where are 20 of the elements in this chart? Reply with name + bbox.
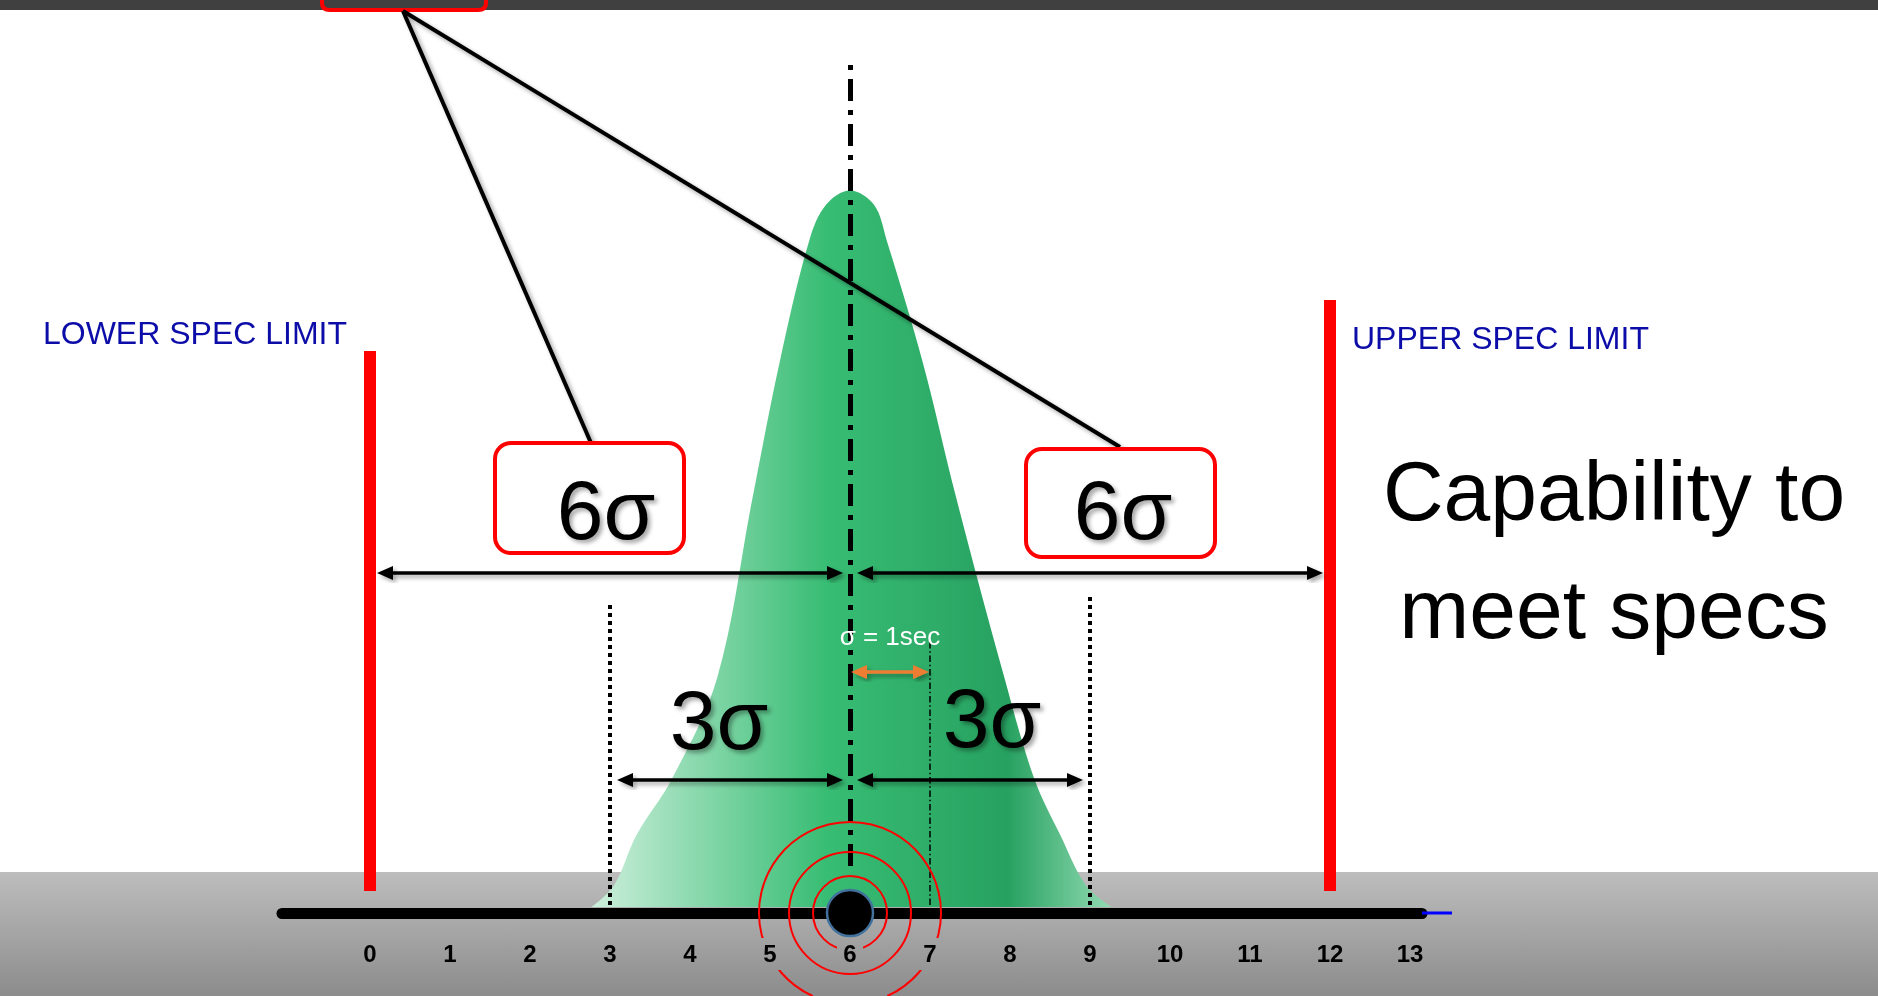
x-tick-label: 10 [1156,939,1184,967]
x-tick-label: 8 [1003,939,1017,967]
x-tick-label: 12 [1316,939,1344,967]
x-tick-label: 4 [683,939,698,967]
x-tick-label: 2 [523,939,537,967]
annotation: Capability to meet specs [1381,443,1847,658]
x-tick-label: 13 [1396,939,1424,967]
annotation: 6σ [1073,463,1173,557]
x-tick-label: 5 [763,939,777,967]
x-tick-label: 1 [443,939,457,967]
x-tick-label: 0 [363,939,377,967]
x-tick-label: 3 [603,939,617,967]
x-tick-label: 7 [923,939,937,967]
annotation: 6σ [556,463,656,557]
x-tick-label: 11 [1237,939,1263,967]
x-tick-label: 6 [843,939,857,967]
x-tick-label: 9 [1083,939,1097,967]
ref-line-label: UPPER SPEC LIMIT [1352,320,1649,356]
annotation: σ = 1sec [839,621,941,651]
ref-line-label: LOWER SPEC LIMIT [42,315,347,351]
